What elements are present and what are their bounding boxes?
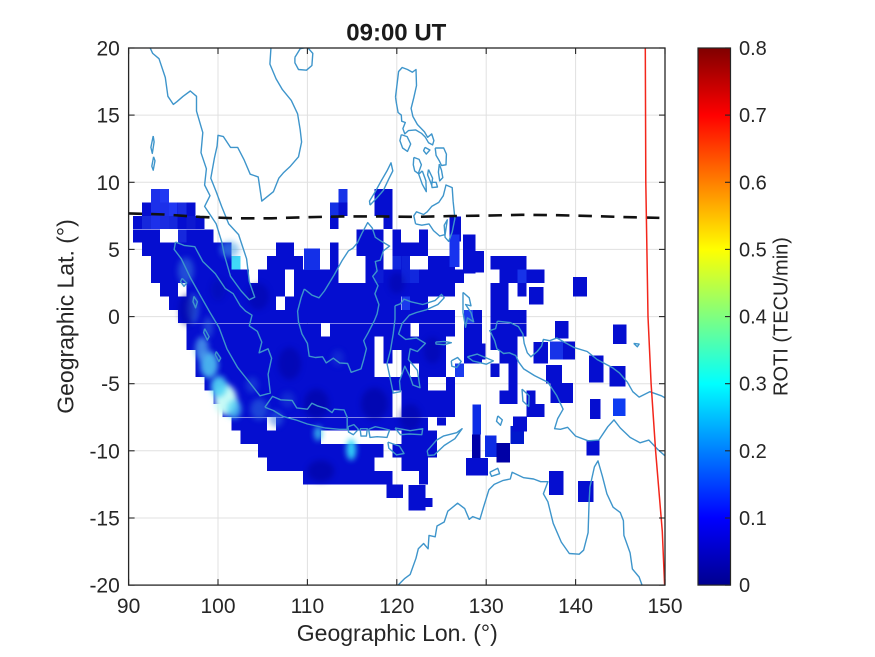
svg-text:150: 150 <box>647 595 682 618</box>
svg-text:0.4: 0.4 <box>739 307 767 329</box>
svg-text:5: 5 <box>108 239 120 262</box>
svg-text:100: 100 <box>200 595 235 618</box>
svg-text:-20: -20 <box>89 575 119 598</box>
svg-text:0: 0 <box>739 575 750 597</box>
svg-text:0.1: 0.1 <box>739 508 767 530</box>
svg-text:10: 10 <box>96 172 119 195</box>
svg-text:Geographic Lat. (°): Geographic Lat. (°) <box>53 219 79 414</box>
svg-text:-15: -15 <box>89 507 119 530</box>
svg-text:0.7: 0.7 <box>739 105 767 127</box>
svg-text:0: 0 <box>108 306 120 329</box>
svg-text:110: 110 <box>291 595 324 618</box>
svg-text:130: 130 <box>469 595 504 618</box>
svg-text:0.5: 0.5 <box>739 239 767 261</box>
svg-text:15: 15 <box>96 105 119 128</box>
svg-text:0.2: 0.2 <box>739 441 767 463</box>
svg-text:0.3: 0.3 <box>739 374 767 396</box>
svg-text:20: 20 <box>96 38 119 61</box>
svg-text:140: 140 <box>558 595 593 618</box>
svg-text:120: 120 <box>379 595 414 618</box>
svg-text:-5: -5 <box>101 373 120 396</box>
svg-text:90: 90 <box>117 595 140 618</box>
svg-text:-10: -10 <box>89 440 119 463</box>
svg-text:0.8: 0.8 <box>739 38 767 60</box>
svg-text:Geographic Lon. (°): Geographic Lon. (°) <box>297 620 498 646</box>
svg-text:ROTI (TECU/min): ROTI (TECU/min) <box>771 237 793 396</box>
svg-text:0.6: 0.6 <box>739 172 767 194</box>
svg-text:09:00 UT: 09:00 UT <box>346 20 446 47</box>
